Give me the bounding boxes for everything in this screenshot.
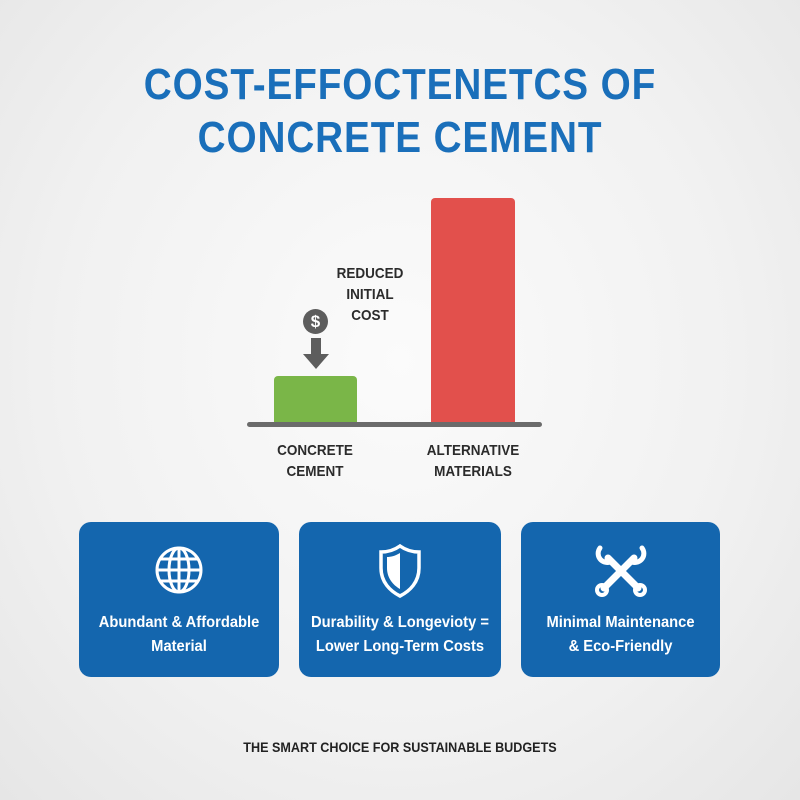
dollar-symbol: $ <box>310 312 321 331</box>
category-label-line-1: ALTERNATIVE <box>426 442 520 459</box>
card-durability-longevity: Durability & Longevioty = Lower Long-Ter… <box>299 522 501 677</box>
page-title-line-2: CONCRETE CEMENT <box>197 113 603 162</box>
annotation-line-1: REDUCED <box>336 265 404 282</box>
card-text-line-1: Abundant & Affordable <box>98 614 260 631</box>
bar-concrete-cement <box>274 376 357 424</box>
category-label-line-1: CONCRETE <box>277 442 353 459</box>
card-text-line-2: & Eco-Friendly <box>568 638 673 655</box>
category-label-line-2: MATERIALS <box>434 463 512 480</box>
card-text-line-2: Material <box>151 638 207 655</box>
globe-icon <box>155 546 203 594</box>
chart-baseline <box>247 422 542 427</box>
category-label-line-2: CEMENT <box>286 463 344 480</box>
category-label-concrete-cement: CONCRETE CEMENT <box>261 440 369 482</box>
wrench-tools-icon <box>594 545 647 597</box>
annotation-reduced-initial-cost: REDUCED INITIAL COST <box>325 263 415 326</box>
footer-tagline: THE SMART CHOICE FOR SUSTAINABLE BUDGETS <box>243 739 557 755</box>
card-text-line-1: Durability & Longevioty = <box>311 614 489 631</box>
down-arrow-icon <box>303 338 329 369</box>
shield-icon <box>379 544 421 598</box>
card-abundant-affordable: Abundant & Affordable Material <box>79 522 279 677</box>
annotation-line-2: INITIAL <box>346 286 394 303</box>
card-minimal-maintenance: Minimal Maintenance & Eco-Friendly <box>521 522 720 677</box>
card-text-line-1: Minimal Maintenance <box>546 614 695 631</box>
page-title-line-1: COST-EFFOCTENETCS OF <box>143 60 657 109</box>
annotation-line-3: COST <box>351 307 389 324</box>
bar-alternative-materials <box>431 198 515 424</box>
category-label-alternative-materials: ALTERNATIVE MATERIALS <box>415 440 532 482</box>
card-text-line-2: Lower Long-Term Costs <box>315 638 485 655</box>
dollar-coin-icon: $ <box>303 309 328 334</box>
